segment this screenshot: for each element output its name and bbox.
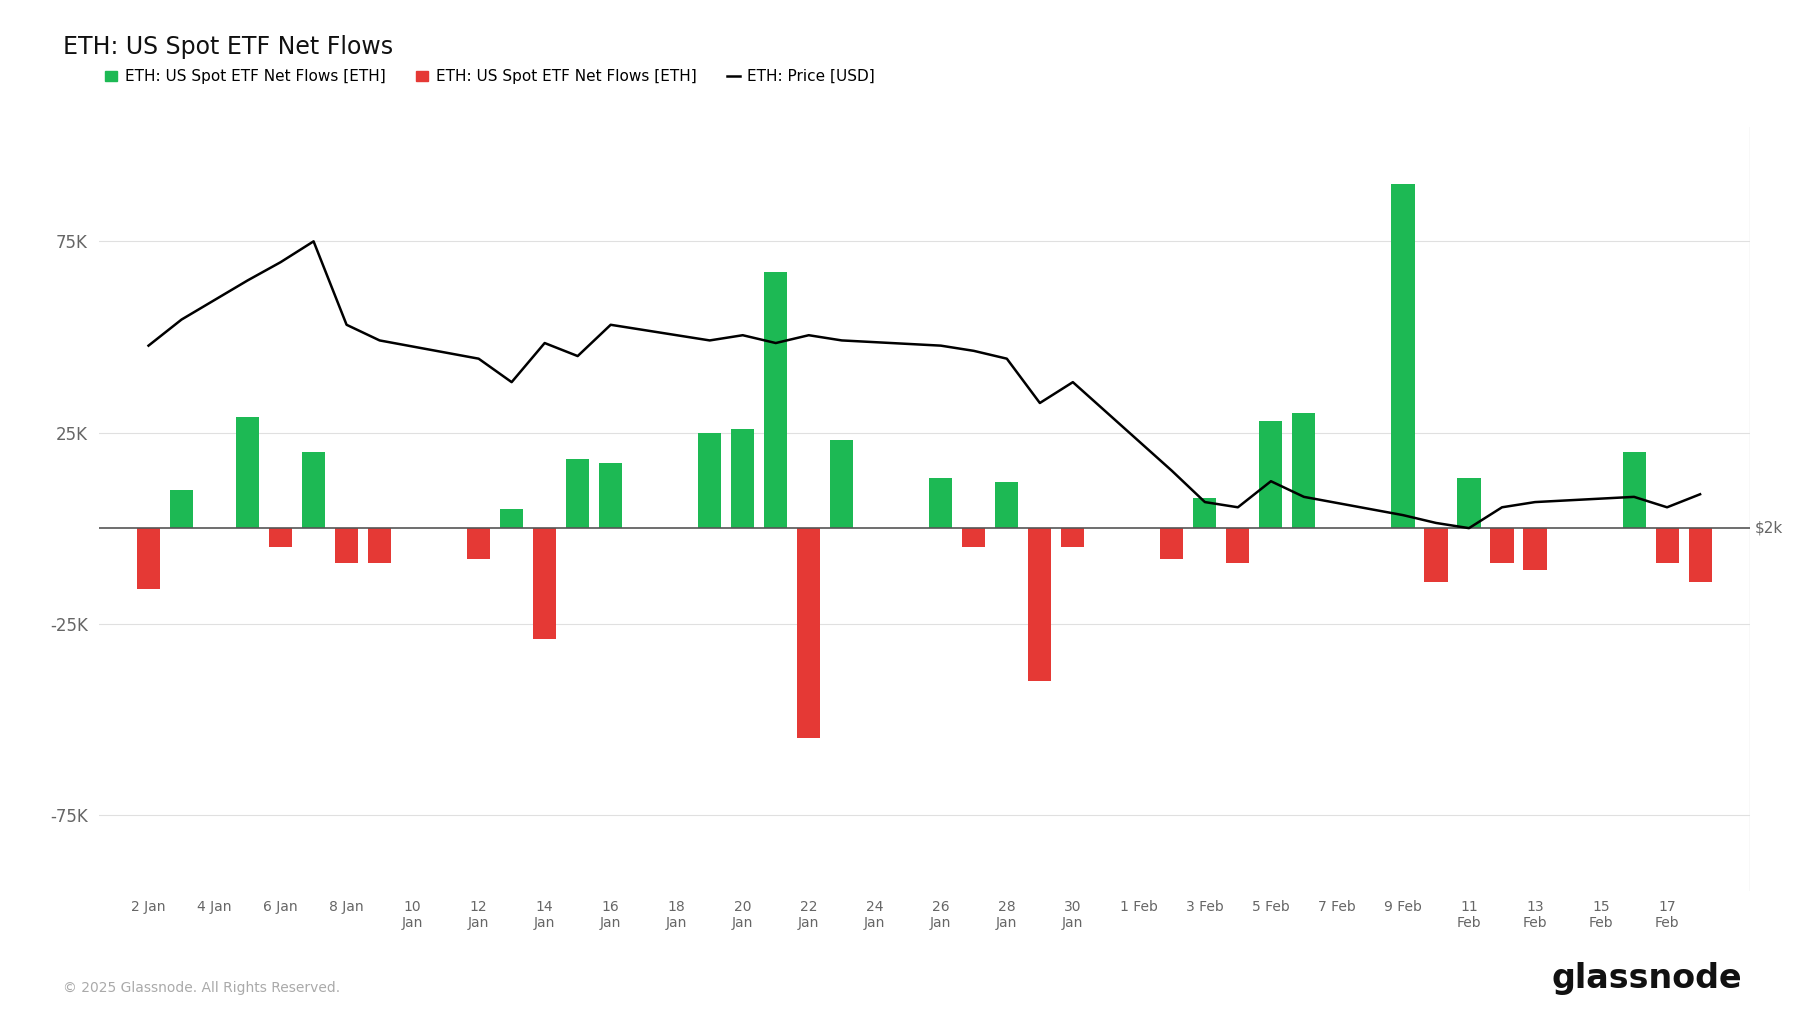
Bar bbox=[169, 490, 193, 528]
Bar bbox=[1458, 478, 1481, 528]
Bar bbox=[466, 528, 490, 559]
Bar bbox=[1062, 528, 1084, 547]
Bar bbox=[500, 509, 524, 528]
Bar bbox=[1490, 528, 1514, 562]
Bar bbox=[236, 417, 259, 528]
Bar bbox=[302, 452, 326, 528]
Bar bbox=[1028, 528, 1051, 681]
Bar bbox=[765, 271, 787, 528]
Bar bbox=[567, 459, 589, 528]
Bar bbox=[731, 428, 754, 528]
Legend: ETH: US Spot ETF Net Flows [ETH], ETH: US Spot ETF Net Flows [ETH], ETH: Price [: ETH: US Spot ETF Net Flows [ETH], ETH: U… bbox=[104, 69, 875, 84]
Bar bbox=[1424, 528, 1447, 581]
Bar bbox=[963, 528, 985, 547]
Text: $2k: $2k bbox=[1755, 521, 1782, 536]
Text: © 2025 Glassnode. All Rights Reserved.: © 2025 Glassnode. All Rights Reserved. bbox=[63, 981, 340, 995]
Bar bbox=[1656, 528, 1679, 562]
Bar bbox=[1391, 184, 1415, 528]
Bar bbox=[995, 482, 1019, 528]
Bar bbox=[1292, 413, 1316, 528]
Bar bbox=[1688, 528, 1712, 581]
Bar bbox=[1226, 528, 1249, 562]
Bar bbox=[698, 433, 722, 528]
Bar bbox=[830, 441, 853, 528]
Text: ETH: US Spot ETF Net Flows: ETH: US Spot ETF Net Flows bbox=[63, 35, 392, 60]
Bar bbox=[1523, 528, 1546, 570]
Bar bbox=[599, 463, 623, 528]
Bar bbox=[1622, 452, 1645, 528]
Bar bbox=[137, 528, 160, 590]
Bar bbox=[1260, 421, 1282, 528]
Bar bbox=[268, 528, 292, 547]
Bar bbox=[533, 528, 556, 639]
Bar bbox=[797, 528, 821, 738]
Bar bbox=[929, 478, 952, 528]
Bar bbox=[1161, 528, 1183, 559]
Bar bbox=[335, 528, 358, 562]
Bar bbox=[1193, 497, 1217, 528]
Text: glassnode: glassnode bbox=[1552, 961, 1742, 995]
Bar bbox=[367, 528, 391, 562]
